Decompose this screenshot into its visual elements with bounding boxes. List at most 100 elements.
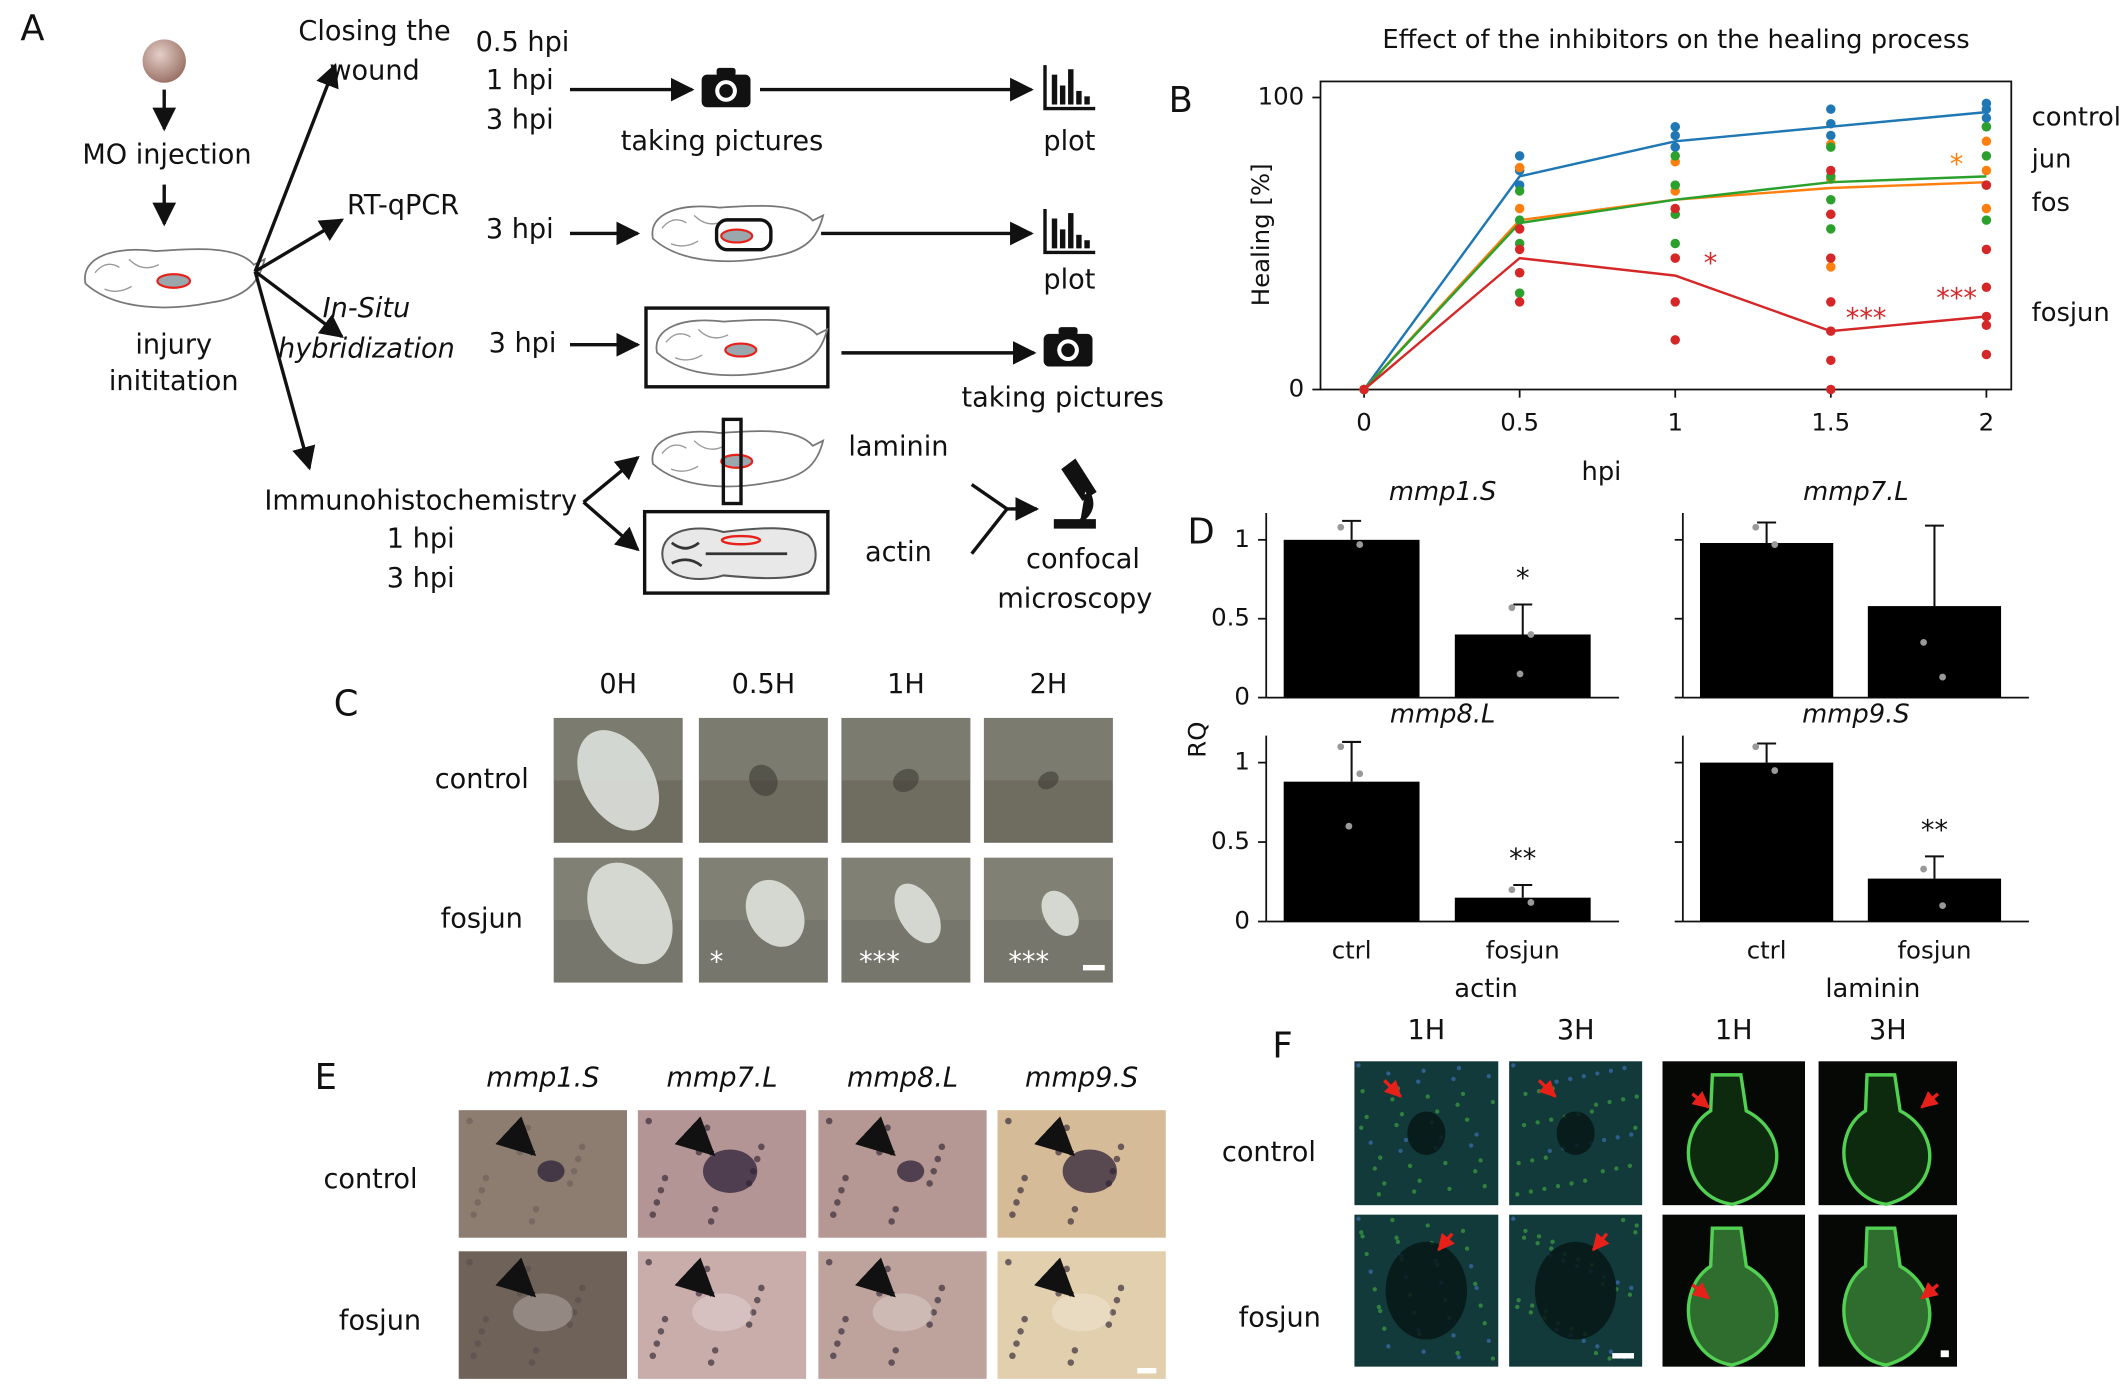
arrow-marker xyxy=(495,1116,537,1157)
data-point xyxy=(1981,136,1992,147)
panel-label: B xyxy=(1169,80,1193,121)
cell xyxy=(1117,1284,1125,1292)
cell xyxy=(649,1352,657,1360)
data-point xyxy=(1939,673,1946,681)
speckle xyxy=(1360,1234,1365,1239)
speckle xyxy=(1523,1228,1528,1234)
bar xyxy=(1283,539,1420,698)
speckle xyxy=(1633,1230,1638,1235)
speckle xyxy=(1581,1338,1586,1344)
speckle xyxy=(1468,1264,1474,1269)
label: actin xyxy=(865,537,932,568)
cell xyxy=(1063,1124,1070,1132)
cell xyxy=(892,1205,899,1213)
frame xyxy=(642,509,830,595)
data-point xyxy=(1514,215,1525,225)
data-point xyxy=(1826,119,1836,129)
speckle xyxy=(1593,1102,1599,1107)
data-point xyxy=(1826,253,1836,263)
cell xyxy=(745,1321,753,1328)
data-point xyxy=(1826,262,1836,272)
scale-bar xyxy=(1940,1350,1949,1358)
cell xyxy=(482,1174,490,1182)
data-point xyxy=(1670,203,1680,214)
speckle xyxy=(1600,1169,1605,1174)
cell xyxy=(758,1143,765,1151)
speckle xyxy=(1634,1223,1639,1228)
speckle xyxy=(1549,1246,1554,1251)
speckle xyxy=(1536,1234,1542,1239)
cell xyxy=(661,1315,669,1323)
wound-mark xyxy=(720,453,754,469)
wound xyxy=(692,1293,752,1332)
data-point xyxy=(1752,743,1760,751)
arrow-marker xyxy=(1920,1091,1940,1109)
chart-title: Effect of the inhibitors on the healing … xyxy=(1382,25,1969,55)
frame xyxy=(714,218,773,252)
speckle xyxy=(1360,1088,1365,1094)
arrow-marker xyxy=(1034,1116,1075,1157)
cell xyxy=(1109,1309,1117,1316)
cell xyxy=(930,1309,937,1316)
error-bar xyxy=(1342,519,1362,540)
data-point xyxy=(1920,638,1927,646)
arrow-marker xyxy=(855,1257,896,1298)
x-tick-label: 2 xyxy=(1979,407,1995,436)
data-point xyxy=(1981,215,1992,225)
data-point xyxy=(1514,162,1525,173)
speckle xyxy=(1390,1097,1395,1102)
data-point xyxy=(1826,130,1836,141)
data-point xyxy=(1514,151,1525,161)
data-point xyxy=(1670,335,1680,345)
speckle xyxy=(1486,1074,1491,1079)
speckle xyxy=(1435,1109,1440,1114)
data-point xyxy=(1670,121,1680,132)
arrow-marker xyxy=(1920,1281,1940,1300)
x-tick-label: 0 xyxy=(1356,407,1372,436)
speckle xyxy=(1364,1251,1369,1257)
x-axis-label: laminin xyxy=(1825,974,1920,1004)
cell xyxy=(1013,1199,1020,1206)
x-axis-label: hpi xyxy=(1582,457,1622,487)
speckle xyxy=(1425,1094,1430,1099)
data-point xyxy=(1826,209,1836,220)
label: Closing the xyxy=(298,16,450,47)
speckle xyxy=(1378,1155,1383,1160)
speckle xyxy=(1474,1132,1479,1137)
significance-mark: * xyxy=(1704,248,1718,279)
speckle xyxy=(1460,1091,1466,1097)
speckle xyxy=(1482,1183,1487,1189)
data-point xyxy=(1670,130,1680,141)
cell xyxy=(749,1309,757,1316)
chart-title: mmp1.S xyxy=(1389,477,1497,507)
significance-mark: *** xyxy=(1936,284,1977,315)
speckle xyxy=(1378,1308,1383,1314)
camera-icon xyxy=(719,84,733,98)
data-point xyxy=(1670,151,1680,161)
stain xyxy=(537,1160,565,1183)
plot-icon xyxy=(1059,85,1066,105)
speckle xyxy=(1473,1169,1478,1174)
speckle xyxy=(1382,1181,1387,1186)
bar xyxy=(1454,897,1591,922)
significance-mark: *** xyxy=(859,947,900,978)
arrow-marker xyxy=(495,1257,537,1298)
cell xyxy=(892,1347,899,1354)
data-point xyxy=(1514,267,1525,278)
data-point xyxy=(1981,244,1992,255)
speckle xyxy=(1530,1303,1535,1308)
cell xyxy=(474,1340,481,1347)
label: inititation xyxy=(109,366,239,397)
cell xyxy=(657,1186,665,1194)
speckle xyxy=(1456,1065,1462,1071)
wound xyxy=(894,883,941,944)
plot-icon xyxy=(1043,209,1096,255)
data-point xyxy=(1981,104,1992,114)
bar xyxy=(1867,606,2002,698)
speckle xyxy=(1425,1223,1430,1228)
speckle xyxy=(1595,1071,1600,1076)
plot-icon xyxy=(1076,90,1082,105)
cell xyxy=(570,1167,578,1175)
cell xyxy=(1117,1143,1125,1151)
cell xyxy=(825,1258,833,1266)
